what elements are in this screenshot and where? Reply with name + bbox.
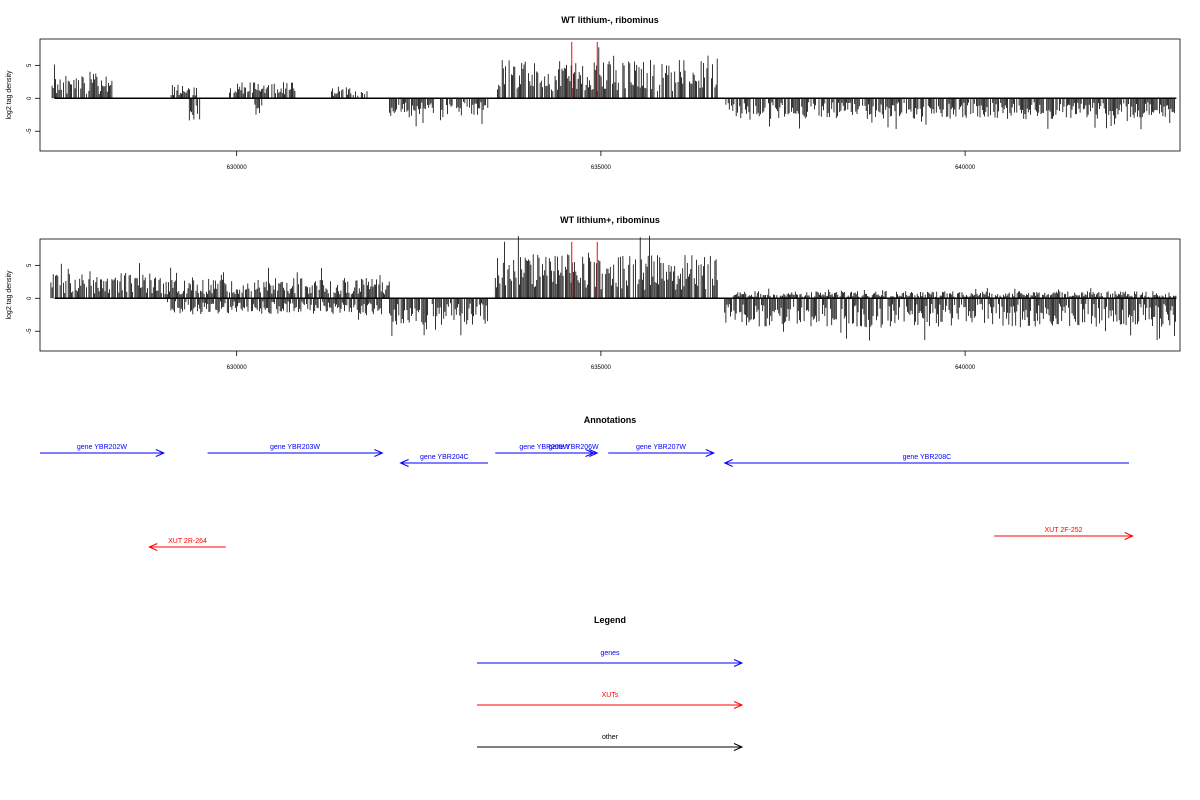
legend-label: genes (600, 650, 620, 657)
feature-arrow: XUT 2R-264 (148, 538, 226, 551)
y-tick-label: 0 (27, 96, 33, 100)
y-tick-label: -5 (27, 128, 33, 134)
plot-frame (39, 238, 1181, 352)
legend-title: Legend (594, 615, 626, 625)
chart-title: WT lithium+, ribominus (560, 215, 660, 225)
y-tick-label: -5 (27, 328, 33, 334)
marker-lines (571, 242, 598, 299)
y-axis-label: log2 tag density (6, 70, 13, 120)
y-axis-label: log2 tag density (6, 270, 13, 320)
annotations-title: Annotations (584, 415, 637, 425)
feature-arrow: gene YBR202W (40, 444, 166, 457)
feature-arrow: gene YBR206W (549, 444, 599, 457)
legend-items: genes XUTs other (477, 650, 744, 751)
chart-title: WT lithium-, ribominus (561, 15, 659, 25)
y-axis: -5 0 5 (27, 63, 40, 134)
marker-lines (571, 42, 598, 99)
bar-series (50, 235, 1177, 341)
feature-arrow: gene YBR203W (207, 444, 384, 457)
feature-label: gene YBR207W (636, 444, 686, 451)
x-tick-label: 630000 (227, 365, 248, 371)
feature-label: gene YBR205W (519, 444, 569, 451)
legend-item: other (477, 734, 744, 751)
feature-arrows: gene YBR202W gene YBR203W gene YBR204C gene… (40, 444, 1134, 551)
feature-label: XUT 2R-264 (168, 538, 207, 545)
feature-arrow: gene YBR208C (723, 454, 1130, 467)
x-tick-label: 635000 (591, 365, 612, 371)
y-tick-label: 5 (27, 263, 33, 267)
legend-item: genes (477, 650, 744, 667)
bar-series (51, 47, 1177, 130)
x-tick-label: 630000 (227, 165, 248, 171)
legend-label: XUTs (602, 692, 619, 699)
x-axis: 630000 635000 640000 (227, 351, 976, 371)
feature-label: gene YBR206W (549, 444, 599, 451)
feature-label: XUT 2F-252 (1045, 527, 1083, 534)
panel-wt-lithium-plus: WT lithium+, ribominus log2 tag density … (6, 215, 1181, 371)
y-tick-label: 5 (27, 63, 33, 67)
feature-label: gene YBR202W (77, 444, 127, 451)
feature-arrow: gene YBR207W (608, 444, 716, 457)
feature-label: gene YBR208C (903, 454, 952, 461)
legend-label: other (602, 734, 619, 741)
plot-frame (39, 38, 1181, 152)
y-axis: -5 0 5 (27, 263, 40, 334)
feature-label: gene YBR203W (270, 444, 320, 451)
annotations-panel: Annotations gene YBR202W gene YBR203Wgene… (40, 415, 1134, 551)
panel-wt-lithium-minus: WT lithium-, ribominus log2 tag density … (6, 15, 1181, 171)
x-axis: 630000 635000 640000 (227, 151, 976, 171)
feature-label: gene YBR204C (420, 454, 469, 461)
feature-arrow: gene YBR204C (399, 454, 488, 467)
x-tick-label: 635000 (591, 165, 612, 171)
x-tick-label: 640000 (955, 365, 976, 371)
legend-item: XUTs (477, 692, 744, 709)
feature-arrow: XUT 2F-252 (994, 527, 1134, 540)
x-tick-label: 640000 (955, 165, 976, 171)
y-tick-label: 0 (27, 296, 33, 300)
legend-panel: Legend genes XUTs other (477, 615, 744, 751)
